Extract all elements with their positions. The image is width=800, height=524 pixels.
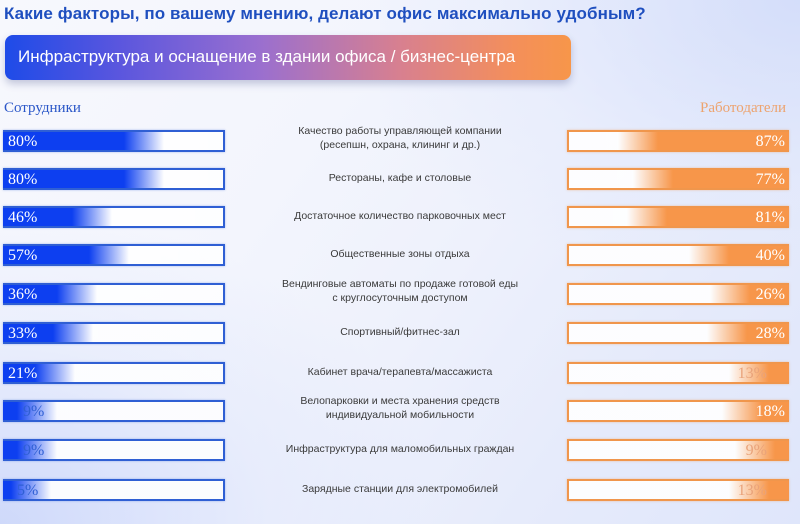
employees-bar: 21% [3, 362, 225, 384]
employees-bar: 36% [3, 283, 225, 305]
column-label-employers: Работодатели [700, 100, 786, 116]
employees-value: 9% [23, 403, 45, 420]
employees-bar: 57% [3, 244, 225, 266]
employees-bar: 80% [3, 130, 225, 152]
employers-value: 87% [755, 133, 785, 150]
section-banner: Инфраструктура и оснащение в здании офис… [5, 35, 571, 80]
employers-bar: 18% [567, 400, 789, 422]
employees-value: 5% [17, 482, 39, 499]
employers-value: 9% [745, 442, 767, 459]
employers-bar: 9% [567, 439, 789, 461]
employers-value: 28% [755, 325, 785, 342]
page-title: Какие факторы, по вашему мнению, делают … [4, 4, 646, 23]
employees-bar: 46% [3, 206, 225, 228]
employees-value: 36% [8, 286, 38, 303]
employees-value: 9% [23, 442, 45, 459]
chart-row: 9% Инфраструктура для маломобильных гражд… [0, 439, 800, 461]
employers-value: 13% [737, 482, 767, 499]
row-label: Кабинет врача/терапевта/массажиста [307, 366, 493, 378]
employers-value: 81% [755, 209, 785, 226]
chart-row: 80% Рестораны, кафе и столовые 77% [0, 168, 800, 190]
chart-row: 21% Кабинет врача/терапевта/массажиста 13% [0, 362, 800, 384]
chart-row: 46% Достаточное количество парковочных ме… [0, 206, 800, 228]
employees-bar: 9% [3, 439, 225, 461]
employees-bar: 80% [3, 168, 225, 190]
row-label: Велопарковки и места хранения средств ин… [300, 395, 500, 421]
employers-bar: 13% [567, 362, 789, 384]
employers-value: 77% [755, 171, 785, 188]
employees-value: 57% [8, 247, 38, 264]
employers-bar: 81% [567, 206, 789, 228]
employers-value: 13% [737, 365, 767, 382]
employers-bar: 77% [567, 168, 789, 190]
chart-row: 57% Общественные зоны отдыха 40% [0, 244, 800, 266]
row-label: Инфраструктура для маломобильных граждан [285, 443, 515, 455]
row-label: Достаточное количество парковочных мест [294, 210, 506, 222]
employees-value: 21% [8, 365, 38, 382]
employers-value: 40% [755, 247, 785, 264]
employees-bar: 33% [3, 322, 225, 344]
employees-value: 33% [8, 325, 38, 342]
row-label: Качество работы управляющей компании (ре… [298, 125, 502, 151]
employees-value: 80% [8, 133, 38, 150]
employees-value: 46% [8, 209, 38, 226]
section-banner-text: Инфраструктура и оснащение в здании офис… [18, 47, 516, 66]
row-label: Спортивный/фитнес-зал [340, 326, 460, 338]
employees-value: 80% [8, 171, 38, 188]
chart-row: 9% Велопарковки и места хранения средств … [0, 395, 800, 422]
chart-row: 5% Зарядные станции для электромобилей 13% [0, 479, 800, 501]
row-label: Вендинговые автоматы по продаже готовой … [282, 278, 518, 304]
employers-value: 26% [755, 286, 785, 303]
employees-bar: 9% [3, 400, 225, 422]
employers-value: 18% [755, 403, 785, 420]
row-label: Рестораны, кафе и столовые [328, 172, 472, 184]
employers-bar: 87% [567, 130, 789, 152]
employers-bar: 26% [567, 283, 789, 305]
employers-bar: 13% [567, 479, 789, 501]
chart-row: 33% Спортивный/фитнес-зал 28% [0, 322, 800, 344]
employers-bar: 28% [567, 322, 789, 344]
employers-bar: 40% [567, 244, 789, 266]
column-label-employees: Сотрудники [4, 100, 81, 116]
row-label: Общественные зоны отдыха [330, 248, 470, 260]
employees-bar: 5% [3, 479, 225, 501]
chart-row: 80% Качество работы управляющей компании … [0, 125, 800, 152]
row-label: Зарядные станции для электромобилей [302, 483, 498, 495]
chart-row: 36% Вендинговые автоматы по продаже готов… [0, 278, 800, 305]
